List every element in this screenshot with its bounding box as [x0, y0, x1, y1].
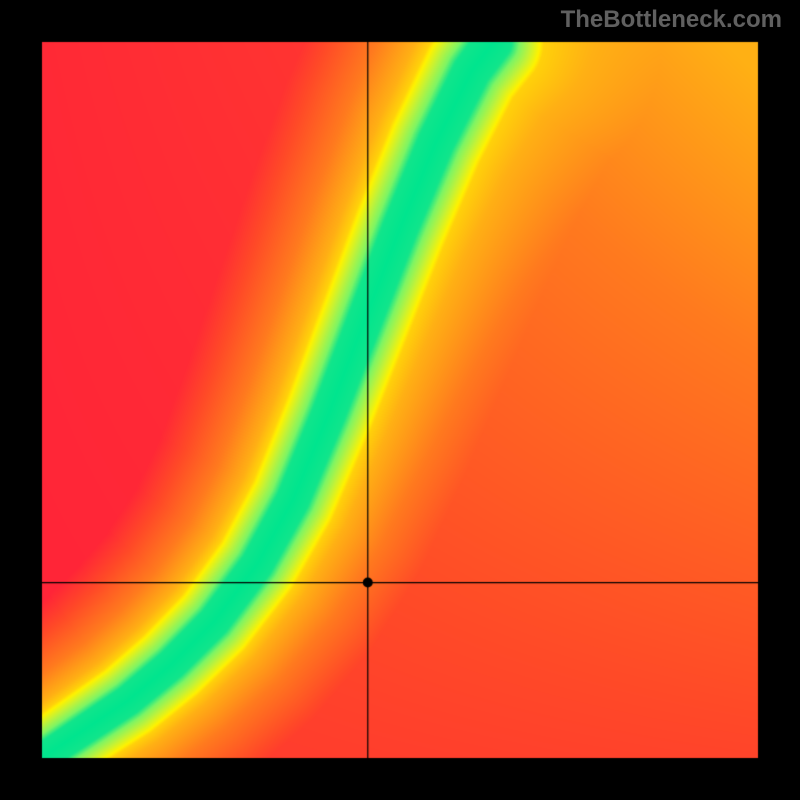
chart-container: TheBottleneck.com	[0, 0, 800, 800]
heatmap-canvas	[0, 0, 800, 800]
watermark-text: TheBottleneck.com	[561, 6, 782, 34]
